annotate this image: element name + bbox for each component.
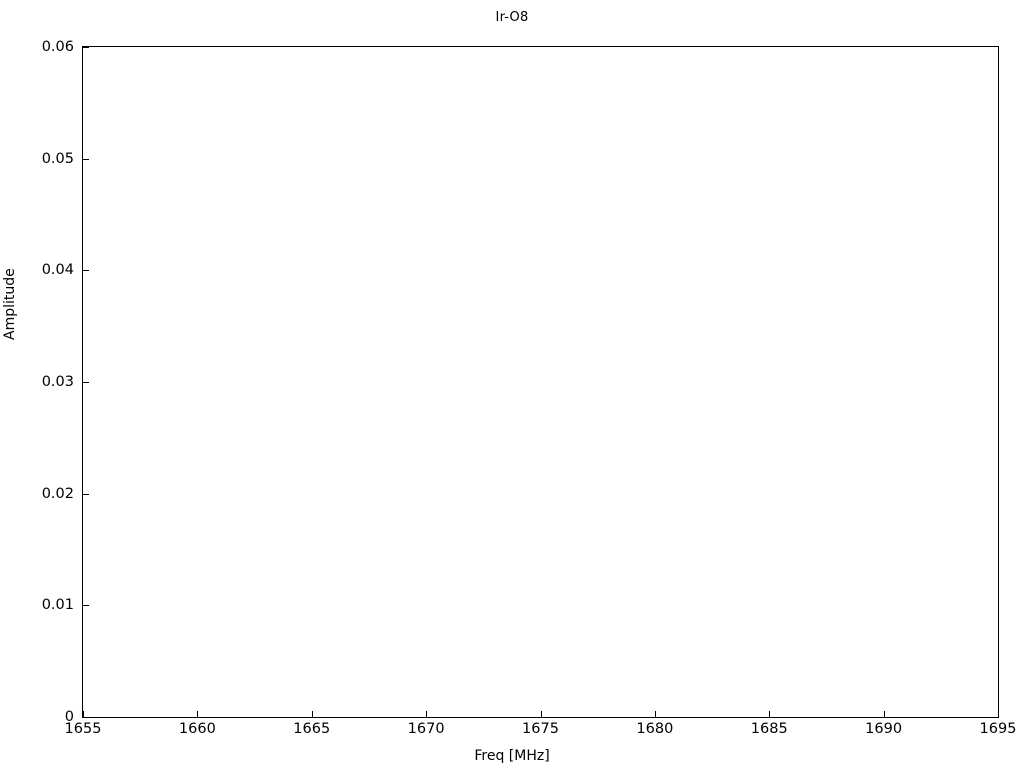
x-tick-label: 1665 [293,721,331,737]
y-tick-mark [83,605,89,607]
plot-frame [82,46,999,718]
x-tick-label: 1675 [522,721,559,737]
y-tick-label: 0.05 [41,150,74,167]
chart-title: Ir-O8 [495,10,529,25]
y-tick-mark [83,717,89,718]
y-tick-label: 0.01 [41,597,74,614]
x-tick-mark [311,711,313,717]
x-tick-label: 1655 [64,721,102,737]
x-tick-label: 1680 [636,721,674,737]
x-tick-mark [654,711,656,717]
x-tick-mark [998,711,999,717]
y-tick-mark [83,158,89,160]
y-axis-title: Amplitude [2,268,18,340]
x-tick-mark [883,711,885,717]
x-tick-label: 1690 [865,721,903,737]
y-tick-label: 0.02 [41,485,74,502]
x-tick-label: 1670 [407,721,445,737]
y-tick-label: 0.04 [41,262,74,279]
y-tick-label: 0.06 [41,39,74,55]
x-tick-mark [83,711,84,717]
y-tick-mark [83,382,89,383]
x-tick-mark [769,711,771,717]
y-axis-tick-labels: 0 0.01 0.02 0.03 0.04 0.05 0.06 [0,0,89,768]
x-tick-mark [540,711,542,717]
x-tick-mark [426,711,428,717]
x-tick-label: 1685 [750,721,788,737]
x-tick-label: 1695 [979,721,1017,737]
y-tick-mark [83,493,89,495]
x-tick-mark [197,711,199,717]
y-tick-label: 0.03 [41,374,74,390]
x-tick-label: 1660 [178,721,216,737]
y-tick-mark [83,47,89,48]
x-axis-title: Freq [MHz] [474,748,550,764]
y-tick-label: 0 [64,709,74,725]
y-tick-mark [83,270,89,272]
